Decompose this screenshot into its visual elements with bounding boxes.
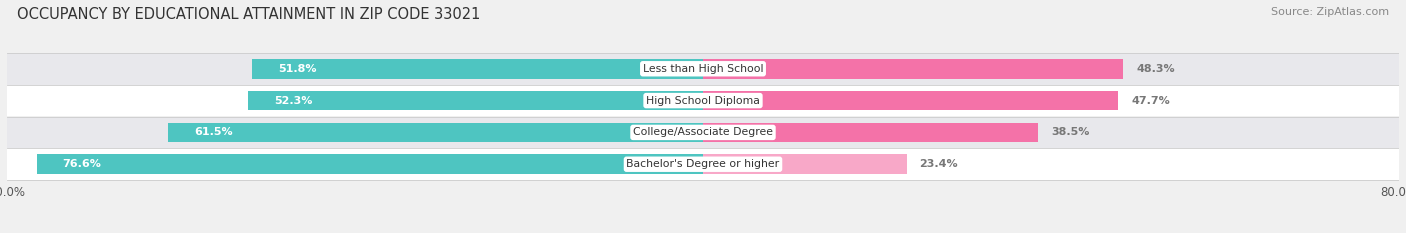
Bar xyxy=(703,59,1123,79)
Text: 52.3%: 52.3% xyxy=(274,96,312,106)
Bar xyxy=(0,85,1406,116)
Bar xyxy=(0,53,1406,85)
Bar xyxy=(0,116,1406,148)
Text: 51.8%: 51.8% xyxy=(278,64,316,74)
Text: Source: ZipAtlas.com: Source: ZipAtlas.com xyxy=(1271,7,1389,17)
Text: 23.4%: 23.4% xyxy=(920,159,959,169)
Text: 38.5%: 38.5% xyxy=(1052,127,1090,137)
Bar xyxy=(247,91,703,110)
Bar xyxy=(703,91,1118,110)
Bar xyxy=(37,154,703,174)
Text: 48.3%: 48.3% xyxy=(1136,64,1175,74)
Bar xyxy=(703,154,907,174)
Text: Bachelor's Degree or higher: Bachelor's Degree or higher xyxy=(627,159,779,169)
Bar xyxy=(703,123,1038,142)
Text: Less than High School: Less than High School xyxy=(643,64,763,74)
Text: 61.5%: 61.5% xyxy=(194,127,233,137)
Text: High School Diploma: High School Diploma xyxy=(647,96,759,106)
Bar xyxy=(167,123,703,142)
Bar xyxy=(0,148,1406,180)
Text: 76.6%: 76.6% xyxy=(63,159,101,169)
Text: OCCUPANCY BY EDUCATIONAL ATTAINMENT IN ZIP CODE 33021: OCCUPANCY BY EDUCATIONAL ATTAINMENT IN Z… xyxy=(17,7,481,22)
Text: 47.7%: 47.7% xyxy=(1130,96,1170,106)
Bar xyxy=(252,59,703,79)
Text: College/Associate Degree: College/Associate Degree xyxy=(633,127,773,137)
